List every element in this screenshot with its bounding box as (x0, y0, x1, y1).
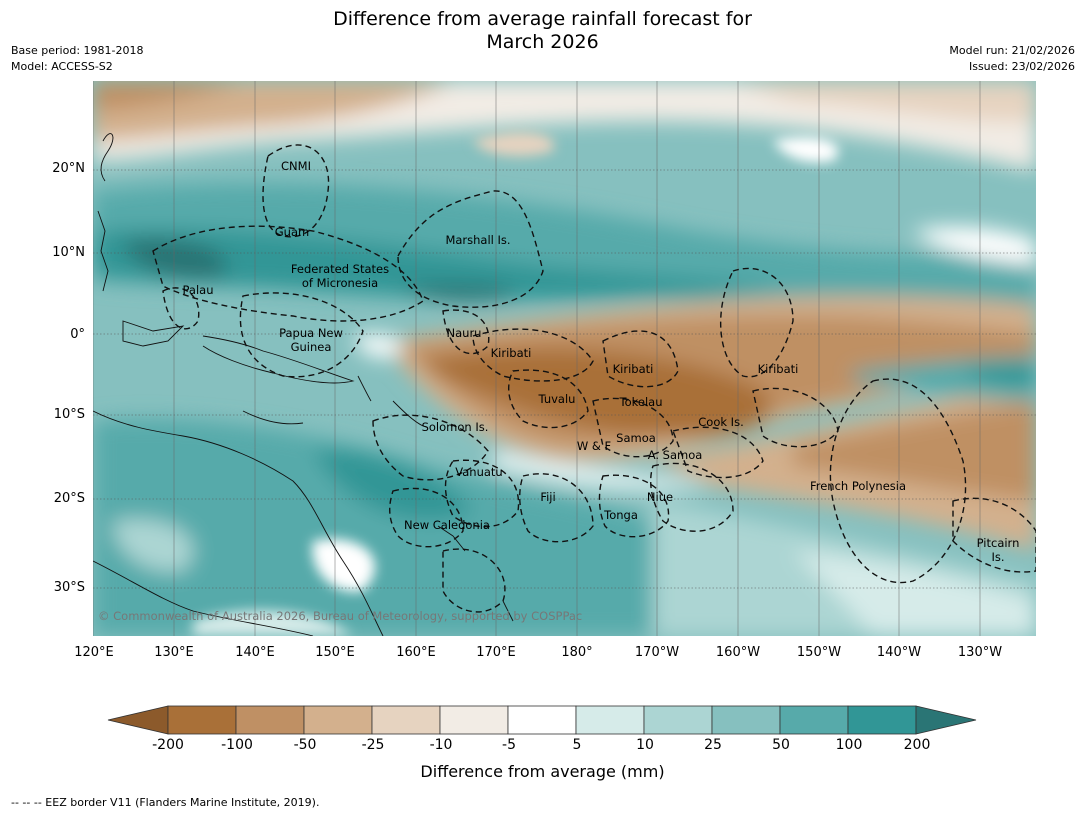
place-vanuatu: Vanuatu (455, 465, 503, 479)
colorbar-tick: 25 (704, 737, 722, 753)
place-american-samoa: A. Samoa (647, 448, 703, 462)
meta-right: Model run: 21/02/2026 Issued: 23/02/2026 (949, 43, 1075, 75)
place-tuvalu: Tuvalu (538, 392, 576, 406)
lat-label-30s: 30°S (53, 580, 85, 595)
colorbar-extend-high (915, 705, 977, 735)
colorbar-segment (847, 705, 917, 735)
copyright-notice: © Commonwealth of Australia 2026, Bureau… (98, 609, 583, 623)
colorbar-tick: -5 (502, 737, 516, 753)
colorbar-segment (235, 705, 305, 735)
coastlines (93, 133, 514, 636)
lon-label-130e: 130°E (154, 645, 194, 660)
colorbar-tick: -200 (152, 737, 184, 753)
colorbar-segment (371, 705, 441, 735)
lon-label-180: 180° (561, 645, 593, 660)
lon-label-130w: 130°W (957, 645, 1003, 660)
place-kiribati-central: Kiribati (612, 362, 654, 376)
place-tonga: Tonga (604, 508, 638, 522)
rainfall-anomaly-map (93, 81, 1036, 636)
lat-label-20n: 20°N (52, 161, 85, 176)
base-period: Base period: 1981-2018 (11, 44, 144, 57)
map-title: Difference from average rainfall forecas… (0, 8, 1085, 54)
place-niue: Niue (646, 490, 674, 504)
colorbar-extend-low (107, 705, 169, 735)
place-new-caledonia: New Caledonia (404, 518, 490, 532)
colorbar-segment (643, 705, 713, 735)
lat-label-10s: 10°S (53, 407, 85, 422)
issued-date: Issued: 23/02/2026 (968, 60, 1075, 73)
lon-label-120e: 120°E (74, 645, 114, 660)
colorbar-tick: 5 (572, 737, 582, 753)
place-guam: Guam (274, 225, 310, 239)
colorbar-segment (439, 705, 509, 735)
lat-label-equator: 0° (70, 327, 85, 342)
place-fiji: Fiji (540, 490, 556, 504)
lon-grid (93, 81, 981, 636)
place-nauru: Nauru (446, 326, 482, 340)
title-line-1: Difference from average rainfall forecas… (333, 8, 752, 30)
place-french-polynesia: French Polynesia (809, 479, 907, 493)
colorbar-label: Difference from average (mm) (420, 762, 665, 781)
place-solomon-islands: Solomon Is. (421, 420, 489, 434)
lon-label-170w: 170°W (634, 645, 680, 660)
place-papua-new-guinea: Papua New Guinea (279, 326, 343, 354)
place-cook-islands: Cook Is. (698, 415, 744, 429)
lon-label-160e: 160°E (396, 645, 436, 660)
lon-label-150e: 150°E (315, 645, 355, 660)
lat-label-10n: 10°N (52, 245, 85, 260)
eez-borders (152, 144, 1036, 613)
colorbar-segment (507, 705, 577, 735)
place-pitcairn-islands: Pitcairn Is. (976, 536, 1020, 564)
place-micronesia: Federated States of Micronesia (290, 262, 390, 290)
colorbar-tick: 50 (772, 737, 790, 753)
colorbar-segment (711, 705, 781, 735)
place-cnmi: CNMI (281, 159, 311, 173)
model-run: Model run: 21/02/2026 (949, 44, 1075, 57)
place-samoa: Samoa (616, 431, 656, 445)
colorbar (107, 705, 977, 735)
lon-label-150w: 150°W (796, 645, 842, 660)
place-tokelau: Tokelau (619, 395, 663, 409)
place-palau: Palau (182, 283, 214, 297)
place-kiribati-east: Kiribati (757, 362, 799, 376)
lon-label-140e: 140°E (235, 645, 275, 660)
colorbar-tick: -100 (221, 737, 253, 753)
colorbar-segment (167, 705, 237, 735)
colorbar-tick: 10 (636, 737, 654, 753)
colorbar-tick: -25 (361, 737, 385, 753)
model-name: Model: ACCESS-S2 (11, 60, 113, 73)
lon-label-160w: 160°W (715, 645, 761, 660)
colorbar-tick: -10 (429, 737, 453, 753)
meta-left: Base period: 1981-2018 Model: ACCESS-S2 (11, 43, 143, 75)
colorbar-segment (303, 705, 373, 735)
lon-label-170e: 170°E (476, 645, 516, 660)
eez-footnote: -- -- -- EEZ border V11 (Flanders Marine… (11, 796, 320, 809)
colorbar-tick: 200 (903, 737, 931, 753)
colorbar-tick: -50 (293, 737, 317, 753)
place-marshall-islands: Marshall Is. (445, 233, 511, 247)
anomaly-details (193, 132, 839, 636)
map-canvas (93, 81, 1036, 636)
colorbar-segment (779, 705, 849, 735)
title-line-2: March 2026 (486, 31, 599, 53)
colorbar-segment (575, 705, 645, 735)
lon-label-140w: 140°W (876, 645, 922, 660)
place-kiribati-west: Kiribati (490, 346, 532, 360)
place-wallis-futuna: W & F (576, 439, 612, 453)
colorbar-tick: 100 (835, 737, 863, 753)
lat-label-20s: 20°S (53, 491, 85, 506)
anomaly-field (93, 81, 1036, 636)
